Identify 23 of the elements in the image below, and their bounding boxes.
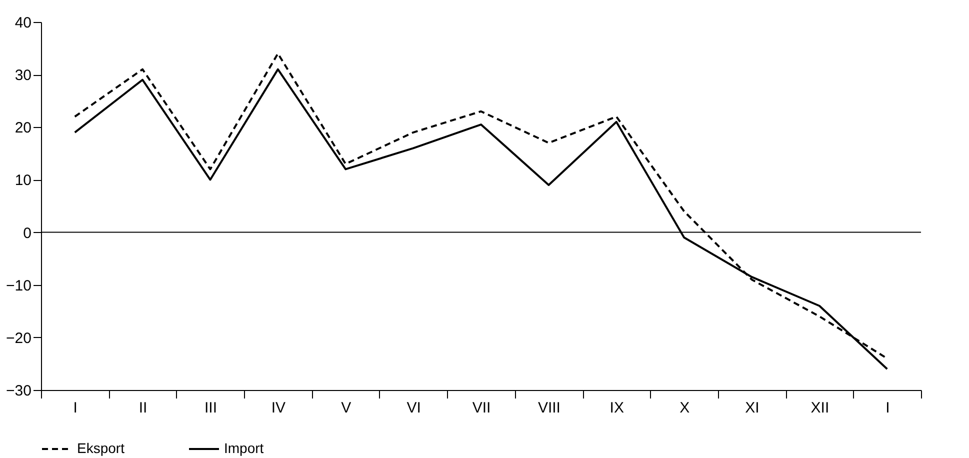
y-tick-label: 10 (14, 172, 32, 190)
x-tick-label: VII (472, 400, 491, 416)
x-tick-label: X (680, 400, 690, 416)
x-tick-label: XI (745, 400, 760, 416)
x-tick-label: VI (406, 400, 421, 416)
y-tick-label: −10 (6, 277, 32, 294)
y-tick-label: −30 (6, 382, 32, 400)
y-tick-label: 40 (14, 14, 32, 32)
x-tick-label: I (73, 400, 78, 416)
y-tick-label: −20 (6, 330, 32, 347)
y-tick-label: 20 (14, 120, 32, 137)
x-tick-label: IX (610, 400, 624, 416)
legend-label: Eksport (77, 440, 125, 456)
x-tick-label: II (138, 400, 148, 416)
y-tick-label: 30 (14, 67, 32, 84)
x-tick-label: IV (271, 400, 286, 416)
x-tick-label: I (886, 400, 890, 416)
x-tick-label: XII (810, 400, 830, 416)
x-tick-label: V (341, 400, 352, 416)
y-tick-label: 0 (23, 224, 32, 242)
x-tick-label: III (204, 400, 217, 416)
legend-label: Import (224, 440, 264, 456)
x-tick-label: VIII (538, 400, 560, 416)
